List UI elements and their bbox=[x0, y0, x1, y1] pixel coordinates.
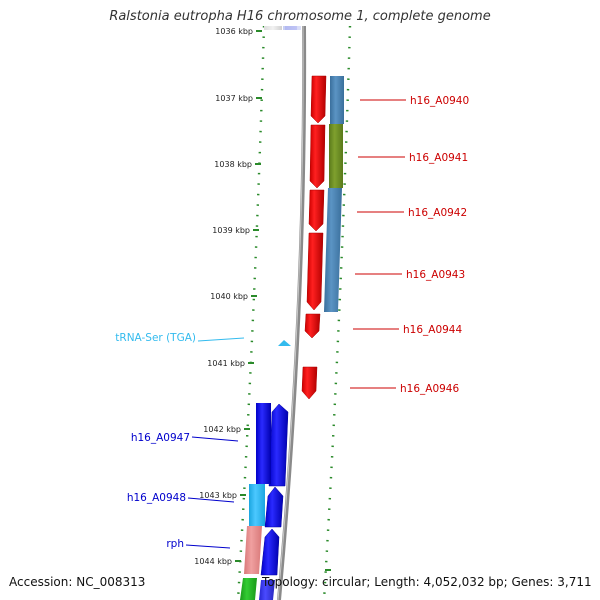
gene-label[interactable]: h16_A0948 bbox=[127, 492, 186, 504]
gene-label[interactable]: h16_A0944 bbox=[403, 324, 462, 336]
scale-tick-label: 1039 kbp bbox=[212, 226, 250, 235]
gene-arrow-h16_A0943[interactable] bbox=[306, 232, 324, 311]
gene-leader-line bbox=[197, 337, 245, 342]
gene-arrow-h16_A0940[interactable] bbox=[310, 75, 327, 124]
chromosome-backbone bbox=[277, 25, 307, 600]
scale-tick-label: 1038 kbp bbox=[214, 160, 252, 169]
gene-arrow-h16_A0947[interactable] bbox=[268, 403, 289, 487]
gene-label[interactable]: h16_A0942 bbox=[408, 207, 467, 219]
gene-arrow-h16_A0948[interactable] bbox=[264, 486, 284, 528]
gene-label[interactable]: h16_A0947 bbox=[131, 432, 190, 444]
feature-pink-track bbox=[244, 526, 262, 574]
gene-arrow-h16_A0941[interactable] bbox=[309, 124, 326, 189]
partial-feature-lavender bbox=[283, 26, 301, 30]
gene-arrow-h16_A0946[interactable] bbox=[301, 366, 318, 400]
accession-label: Accession: NC_008313 bbox=[9, 575, 146, 589]
scale-tick-label: 1043 kbp bbox=[199, 491, 237, 500]
scale-tick-label: 1044 kbp bbox=[194, 557, 232, 566]
feature-blue-track bbox=[256, 403, 271, 484]
feature-steelblue-1 bbox=[330, 76, 344, 124]
feature-cyan-track bbox=[249, 484, 265, 526]
map-title: Ralstonia eutropha H16 chromosome 1, com… bbox=[109, 9, 491, 24]
gene-arrow-bottom-partial[interactable] bbox=[259, 580, 275, 600]
gene-label[interactable]: h16_A0946 bbox=[400, 383, 459, 395]
trna-ser-marker[interactable] bbox=[278, 340, 291, 346]
gene-label[interactable]: h16_A0940 bbox=[410, 95, 469, 107]
scale-tick-label: 1040 kbp bbox=[210, 292, 248, 301]
gene-label[interactable]: rph bbox=[166, 538, 184, 550]
scale-tick-label: 1041 kbp bbox=[207, 359, 245, 368]
gene-label[interactable]: tRNA-Ser (TGA) bbox=[115, 332, 196, 344]
gene-leader-line bbox=[191, 436, 239, 442]
scale-ticks: 1036 kbp 1037 kbp 1038 kbp 1039 kbp 1040 kbp… bbox=[194, 27, 262, 566]
partial-feature-grey bbox=[264, 26, 282, 30]
gene-arrow-h16_A0944[interactable] bbox=[304, 313, 321, 339]
topology-label: Topology: circular; Length: 4,052,032 bp… bbox=[262, 575, 592, 589]
feature-olive bbox=[329, 124, 343, 188]
gene-labels-right: h16_A0940 h16_A0941 h16_A0942 h16_A0943 h16_… bbox=[350, 95, 469, 395]
gene-leader-line bbox=[185, 544, 231, 549]
gene-arrow-h16_A0942[interactable] bbox=[308, 189, 325, 232]
scale-tick-label: 1042 kbp bbox=[203, 425, 241, 434]
scale-tick-label: 1037 kbp bbox=[215, 94, 253, 103]
feature-steelblue-2 bbox=[324, 188, 342, 312]
chromosome-backbone-highlight bbox=[277, 25, 304, 600]
scale-tick-label: 1036 kbp bbox=[215, 27, 253, 36]
gene-leader-line bbox=[187, 497, 235, 503]
feature-green-track bbox=[240, 578, 257, 600]
gene-arrow-rph[interactable] bbox=[260, 528, 280, 576]
gene-label[interactable]: h16_A0943 bbox=[406, 269, 465, 281]
gene-label[interactable]: h16_A0941 bbox=[409, 152, 468, 164]
